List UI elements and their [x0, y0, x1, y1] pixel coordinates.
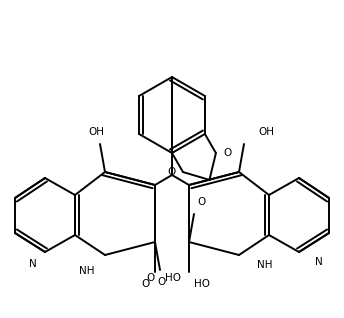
Text: HO: HO	[194, 279, 210, 289]
Text: N: N	[315, 257, 323, 267]
Text: OH: OH	[258, 127, 274, 137]
Text: O: O	[158, 277, 166, 287]
Text: NH: NH	[79, 266, 95, 276]
Text: O: O	[147, 273, 155, 283]
Text: NH: NH	[257, 260, 272, 270]
Text: OH: OH	[88, 127, 104, 137]
Text: O: O	[167, 167, 175, 177]
Text: O: O	[198, 197, 206, 207]
Text: O: O	[224, 148, 232, 158]
Text: N: N	[29, 259, 37, 269]
Text: HO: HO	[165, 273, 181, 283]
Text: O: O	[142, 279, 150, 289]
